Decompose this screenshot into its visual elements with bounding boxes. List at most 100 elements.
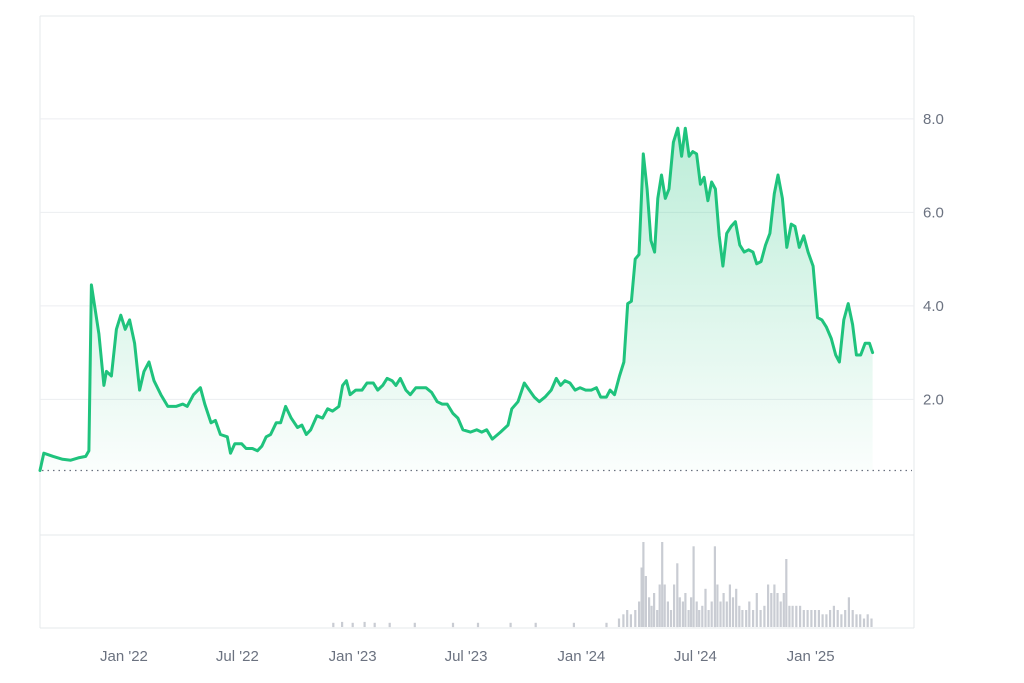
volume-bar	[829, 610, 832, 627]
volume-bar	[341, 621, 344, 627]
volume-bar	[707, 610, 710, 627]
volume-bar	[676, 563, 679, 628]
volume-bar	[666, 601, 669, 627]
volume-bar	[640, 567, 643, 627]
volume-bar	[690, 597, 693, 627]
volume-bar	[866, 614, 869, 628]
volume-bar	[681, 601, 684, 627]
volume-bar	[767, 584, 770, 627]
volume-bar	[725, 601, 728, 627]
y-axis: 2.0 4.0 6.0 8.0	[923, 111, 944, 409]
volume-bar	[814, 610, 817, 627]
volume-bar	[413, 622, 416, 628]
volume-bar	[332, 622, 335, 628]
volume-bar	[840, 614, 843, 628]
volume-bar	[870, 618, 873, 627]
y-tick-label: 4.0	[923, 298, 944, 315]
volume-bar	[759, 610, 762, 627]
volume-bar	[741, 610, 744, 627]
volume-bar	[728, 584, 731, 627]
volume-bar	[825, 614, 828, 628]
volume-bar	[572, 622, 575, 628]
volume-bar	[656, 610, 659, 627]
y-tick-label: 6.0	[923, 204, 944, 221]
volume-bar	[684, 593, 687, 627]
volume-bar	[629, 614, 632, 628]
price-line	[38, 126, 875, 472]
volume-bar	[626, 610, 629, 627]
volume-bar	[719, 601, 722, 627]
volume-bar	[644, 576, 647, 627]
volume-bar	[795, 605, 798, 628]
volume-bar	[673, 584, 676, 627]
volume-bar	[817, 610, 820, 627]
volume-bar	[773, 584, 776, 627]
volume-bar	[638, 601, 641, 627]
y-tick-label: 8.0	[923, 111, 944, 128]
volume-bar	[617, 618, 621, 627]
volume-bar	[650, 605, 653, 628]
x-tick-label: Jan '23	[329, 648, 377, 665]
volume-bar	[802, 610, 805, 627]
volume-bar	[351, 622, 354, 628]
x-tick-label: Jul '22	[216, 648, 259, 665]
x-tick-label: Jul '24	[674, 648, 717, 665]
volume-bar	[716, 584, 719, 627]
volume-bar	[836, 610, 839, 627]
volume-bar	[855, 614, 858, 628]
volume-bar	[862, 618, 866, 627]
volume-bar	[770, 593, 773, 627]
volume-bar	[791, 605, 794, 628]
volume-bar	[634, 610, 637, 627]
volume-bar	[663, 584, 666, 627]
price-area	[40, 128, 873, 471]
x-tick-label: Jan '22	[100, 648, 148, 665]
volume-bar	[785, 559, 788, 627]
volume-bar	[832, 605, 835, 628]
volume-bar	[755, 593, 758, 627]
volume-bar	[509, 622, 512, 628]
volume-bar	[388, 622, 391, 628]
x-tick-label: Jan '24	[557, 648, 605, 665]
volume-bar	[661, 542, 664, 627]
volume-bar	[622, 614, 625, 628]
volume-bar	[752, 610, 755, 627]
volume-bar	[847, 597, 850, 627]
volume-bar	[669, 610, 673, 627]
volume-bar	[713, 546, 716, 628]
volume-bar	[695, 601, 698, 627]
plot-frame	[39, 15, 915, 629]
volume-bar	[653, 593, 656, 627]
volume-bar	[451, 622, 455, 628]
volume-bar	[687, 610, 690, 627]
volume-bar	[745, 610, 748, 627]
volume-bar	[844, 610, 847, 627]
x-axis: Jan '22 Jul '22 Jan '23 Jul '23 Jan '24 Jul '…	[100, 648, 835, 665]
volume-bar	[373, 622, 376, 628]
volume-bar	[605, 622, 608, 628]
volume-bar	[810, 610, 813, 627]
volume-bar	[648, 597, 651, 627]
volume-bar	[788, 605, 791, 628]
volume-bar	[782, 593, 785, 627]
volume-bar	[779, 601, 782, 627]
volume-bar	[735, 588, 738, 628]
volume-bar	[534, 622, 537, 628]
volume-bar	[710, 601, 713, 627]
volume-bar	[731, 597, 735, 627]
volume-bar	[799, 605, 802, 628]
x-tick-label: Jan '25	[787, 648, 835, 665]
volume-bars	[332, 542, 873, 628]
volume-bar	[678, 597, 681, 627]
volume-bar	[363, 621, 366, 627]
volume-bar	[642, 542, 645, 627]
volume-bar	[698, 610, 701, 627]
volume-bar	[748, 601, 751, 627]
volume-bar	[859, 614, 862, 628]
y-tick-label: 2.0	[923, 391, 944, 408]
volume-bar	[722, 593, 725, 627]
x-tick-label: Jul '23	[445, 648, 488, 665]
volume-bar	[704, 588, 707, 628]
volume-bar	[806, 610, 809, 627]
